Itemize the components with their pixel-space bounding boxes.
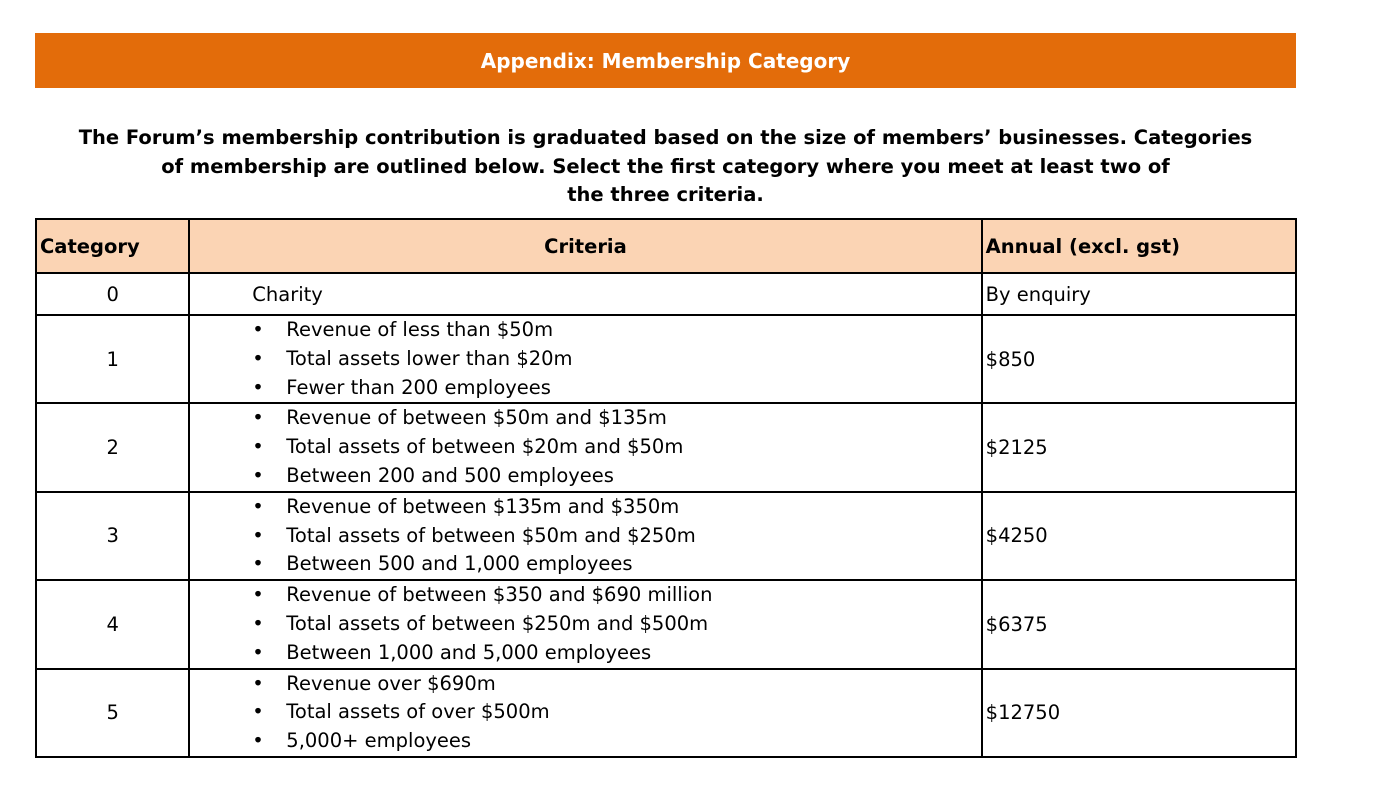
criteria-cell: Revenue of between $50m and $135m Total … <box>188 402 983 493</box>
criteria-item: Between 200 and 500 employees <box>190 462 980 491</box>
annual-cell: $4250 <box>980 490 1298 582</box>
header-annual: Annual (excl. gst) <box>980 218 1298 274</box>
page-title-banner: Appendix: Membership Category <box>35 33 1296 88</box>
criteria-item: Revenue of less than $50m <box>190 316 980 345</box>
intro-line: The Forum’s membership contribution is g… <box>78 126 1253 149</box>
criteria-item: Revenue of between $50m and $135m <box>190 404 980 433</box>
annual-cell: By enquiry <box>980 272 1298 316</box>
header-criteria: Criteria <box>188 218 983 274</box>
table-header-row: Category Criteria Annual (excl. gst) <box>34 218 1298 274</box>
category-cell: 3 <box>34 490 191 582</box>
criteria-item: Total assets of between $50m and $250m <box>190 522 980 551</box>
table-row: 5 Revenue over $690m Total assets of ove… <box>34 667 1298 758</box>
criteria-item: Revenue of between $350 and $690 million <box>190 581 980 610</box>
criteria-item: Total assets of between $250m and $500m <box>190 610 980 639</box>
header-category: Category <box>34 218 191 274</box>
intro-line: of membership are outlined below. Select… <box>161 154 1170 178</box>
criteria-item: Total assets of between $20m and $50m <box>190 433 980 462</box>
category-cell: 2 <box>34 402 191 493</box>
page-title: Appendix: Membership Category <box>480 48 851 73</box>
intro-line: the three criteria. <box>567 183 764 207</box>
intro-text: The Forum’s membership contribution is g… <box>35 124 1296 210</box>
criteria-cell: Charity <box>188 272 983 316</box>
criteria-item: Revenue of between $135m and $350m <box>190 493 980 522</box>
annual-cell: $6375 <box>980 579 1298 670</box>
table-row: 4 Revenue of between $350 and $690 milli… <box>34 579 1298 670</box>
annual-cell: $850 <box>980 313 1298 405</box>
membership-table: Category Criteria Annual (excl. gst) 0 C… <box>34 218 1298 758</box>
annual-cell: $12750 <box>980 667 1298 758</box>
criteria-item: Between 1,000 and 5,000 employees <box>190 639 980 668</box>
criteria-item: 5,000+ employees <box>190 727 980 756</box>
criteria-item: Total assets of over $500m <box>190 698 980 727</box>
table-row: 2 Revenue of between $50m and $135m Tota… <box>34 402 1298 493</box>
criteria-item: Fewer than 200 employees <box>190 374 980 403</box>
category-cell: 1 <box>34 313 191 405</box>
table-row: 3 Revenue of between $135m and $350m Tot… <box>34 490 1298 582</box>
criteria-item: Between 500 and 1,000 employees <box>190 550 980 579</box>
category-cell: 4 <box>34 579 191 670</box>
criteria-item: Revenue over $690m <box>190 670 980 699</box>
criteria-cell: Revenue of between $350 and $690 million… <box>188 579 983 670</box>
category-cell: 5 <box>34 667 191 758</box>
criteria-cell: Revenue of between $135m and $350m Total… <box>188 490 983 582</box>
annual-cell: $2125 <box>980 402 1298 493</box>
table-row: 0 Charity By enquiry <box>34 272 1298 316</box>
criteria-cell: Revenue of less than $50m Total assets l… <box>188 313 983 405</box>
category-cell: 0 <box>34 272 191 316</box>
criteria-item: Total assets lower than $20m <box>190 345 980 374</box>
table-row: 1 Revenue of less than $50m Total assets… <box>34 313 1298 405</box>
criteria-cell: Revenue over $690m Total assets of over … <box>188 667 983 758</box>
